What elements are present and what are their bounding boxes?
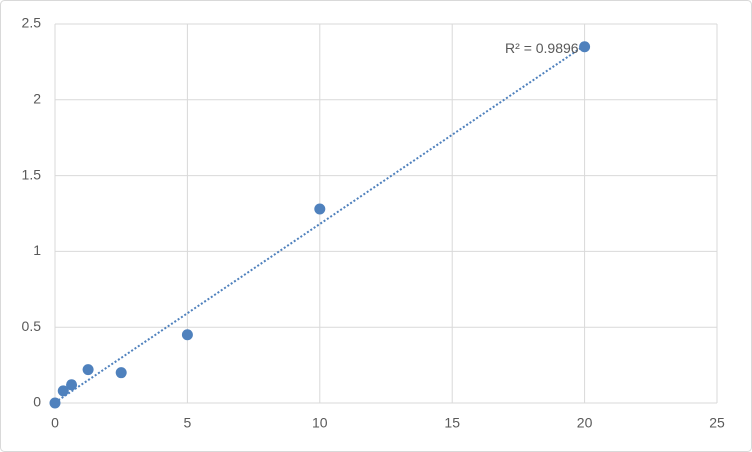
y-tick-label: 0	[33, 394, 41, 410]
x-tick-label: 25	[709, 415, 725, 431]
x-tick-label: 5	[184, 415, 192, 431]
trendline-label: R² = 0.9896	[505, 40, 579, 56]
data-point	[314, 203, 326, 215]
data-point	[66, 379, 78, 391]
y-tick-label: 1.5	[22, 166, 42, 182]
data-point	[115, 367, 127, 379]
y-tick-label: 2	[33, 91, 41, 107]
x-tick-label: 10	[312, 415, 328, 431]
data-point	[82, 364, 94, 376]
data-point	[49, 397, 61, 409]
trendline	[54, 44, 586, 404]
x-tick-label: 0	[51, 415, 59, 431]
x-tick-label: 20	[577, 415, 593, 431]
data-point	[57, 385, 69, 397]
y-tick-label: 0.5	[22, 318, 42, 334]
y-tick-label: 1	[33, 242, 41, 258]
y-tick-label: 2.5	[22, 15, 42, 31]
x-tick-label: 15	[444, 415, 460, 431]
data-point	[579, 41, 591, 53]
data-point	[181, 329, 193, 341]
